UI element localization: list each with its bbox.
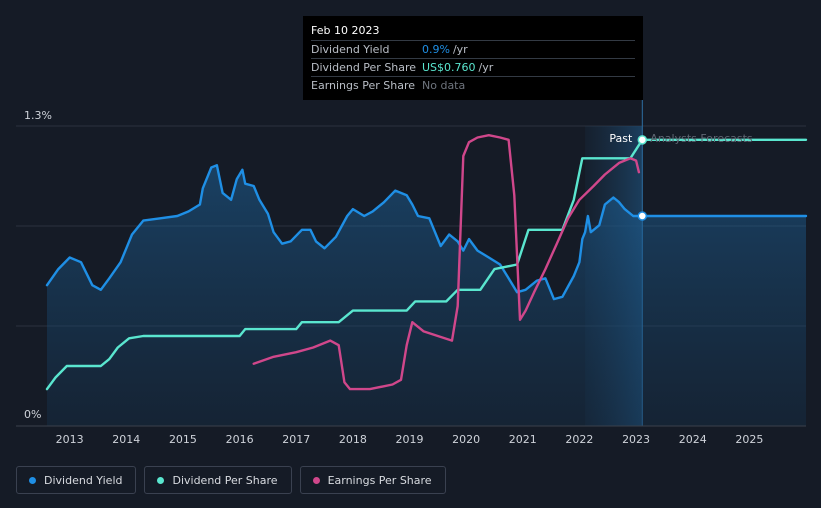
x-tick-label: 2024 — [679, 433, 707, 446]
legend-dot-icon — [312, 476, 320, 484]
dividend-per-share-line — [45, 138, 808, 391]
tooltip-label: Dividend Yield — [311, 43, 390, 56]
legend-dot-icon — [29, 476, 36, 484]
x-tick-label: 2014 — [112, 433, 140, 446]
x-tick-label: 2019 — [396, 433, 424, 446]
y-tick-label: 1.3% — [24, 109, 52, 122]
legend-label: Earnings Per Share — [327, 473, 432, 487]
tooltip-row-earnings-per-share: Earnings Per Share No data — [311, 76, 635, 94]
legend-label: Dividend Yield — [44, 473, 123, 487]
x-tick-label: 2015 — [169, 433, 197, 446]
tooltip-value: US$0.760 — [422, 61, 476, 74]
x-tick-label: 2022 — [565, 433, 593, 446]
dividend-yield-marker — [637, 211, 648, 221]
legend-label: Dividend Per Share — [172, 473, 278, 487]
tooltip-label: Earnings Per Share — [311, 79, 416, 92]
tooltip-unit: /yr — [452, 43, 468, 56]
legend-item-earnings-per-share[interactable]: Earnings Per Share — [299, 466, 446, 494]
legend-item-dividend-yield[interactable]: Dividend Yield — [16, 466, 137, 494]
x-tick-label: 2018 — [339, 433, 367, 446]
tooltip-label: Dividend Per Share — [311, 61, 417, 74]
dividend-yield-area — [47, 165, 806, 426]
tooltip-value: No data — [422, 79, 466, 92]
tooltip-row-dividend-per-share: Dividend Per Share US$0.760 /yr — [311, 58, 635, 76]
x-tick-label: 2020 — [452, 433, 480, 446]
x-tick-label: 2023 — [622, 433, 650, 446]
tooltip-row-dividend-yield: Dividend Yield 0.9% /yr — [311, 40, 635, 58]
past-label: Past — [609, 132, 633, 145]
tooltip-date: Feb 10 2023 — [311, 24, 380, 37]
x-tick-label: 2025 — [735, 433, 763, 446]
x-tick-label: 2017 — [282, 433, 310, 446]
legend-item-dividend-per-share[interactable]: Dividend Per Share — [144, 466, 292, 494]
dividend-yield-line — [45, 164, 808, 301]
x-tick-label: 2021 — [509, 433, 537, 446]
tooltip-unit: /yr — [478, 61, 494, 74]
tooltip-value: 0.9% — [422, 43, 450, 56]
legend-dot-icon — [157, 476, 165, 484]
tooltip: Feb 10 2023 Dividend Yield 0.9% /yr Divi… — [303, 16, 643, 100]
x-tick-label: 2013 — [56, 433, 84, 446]
forecast-label: Analysts Forecasts — [650, 132, 753, 145]
x-tick-label: 2016 — [226, 433, 254, 446]
dividend-per-share-marker — [637, 135, 648, 145]
earnings-per-share-line — [252, 134, 641, 391]
legend: Dividend Yield Dividend Per Share Earnin… — [16, 466, 446, 494]
y-tick-label: 0% — [24, 408, 41, 421]
